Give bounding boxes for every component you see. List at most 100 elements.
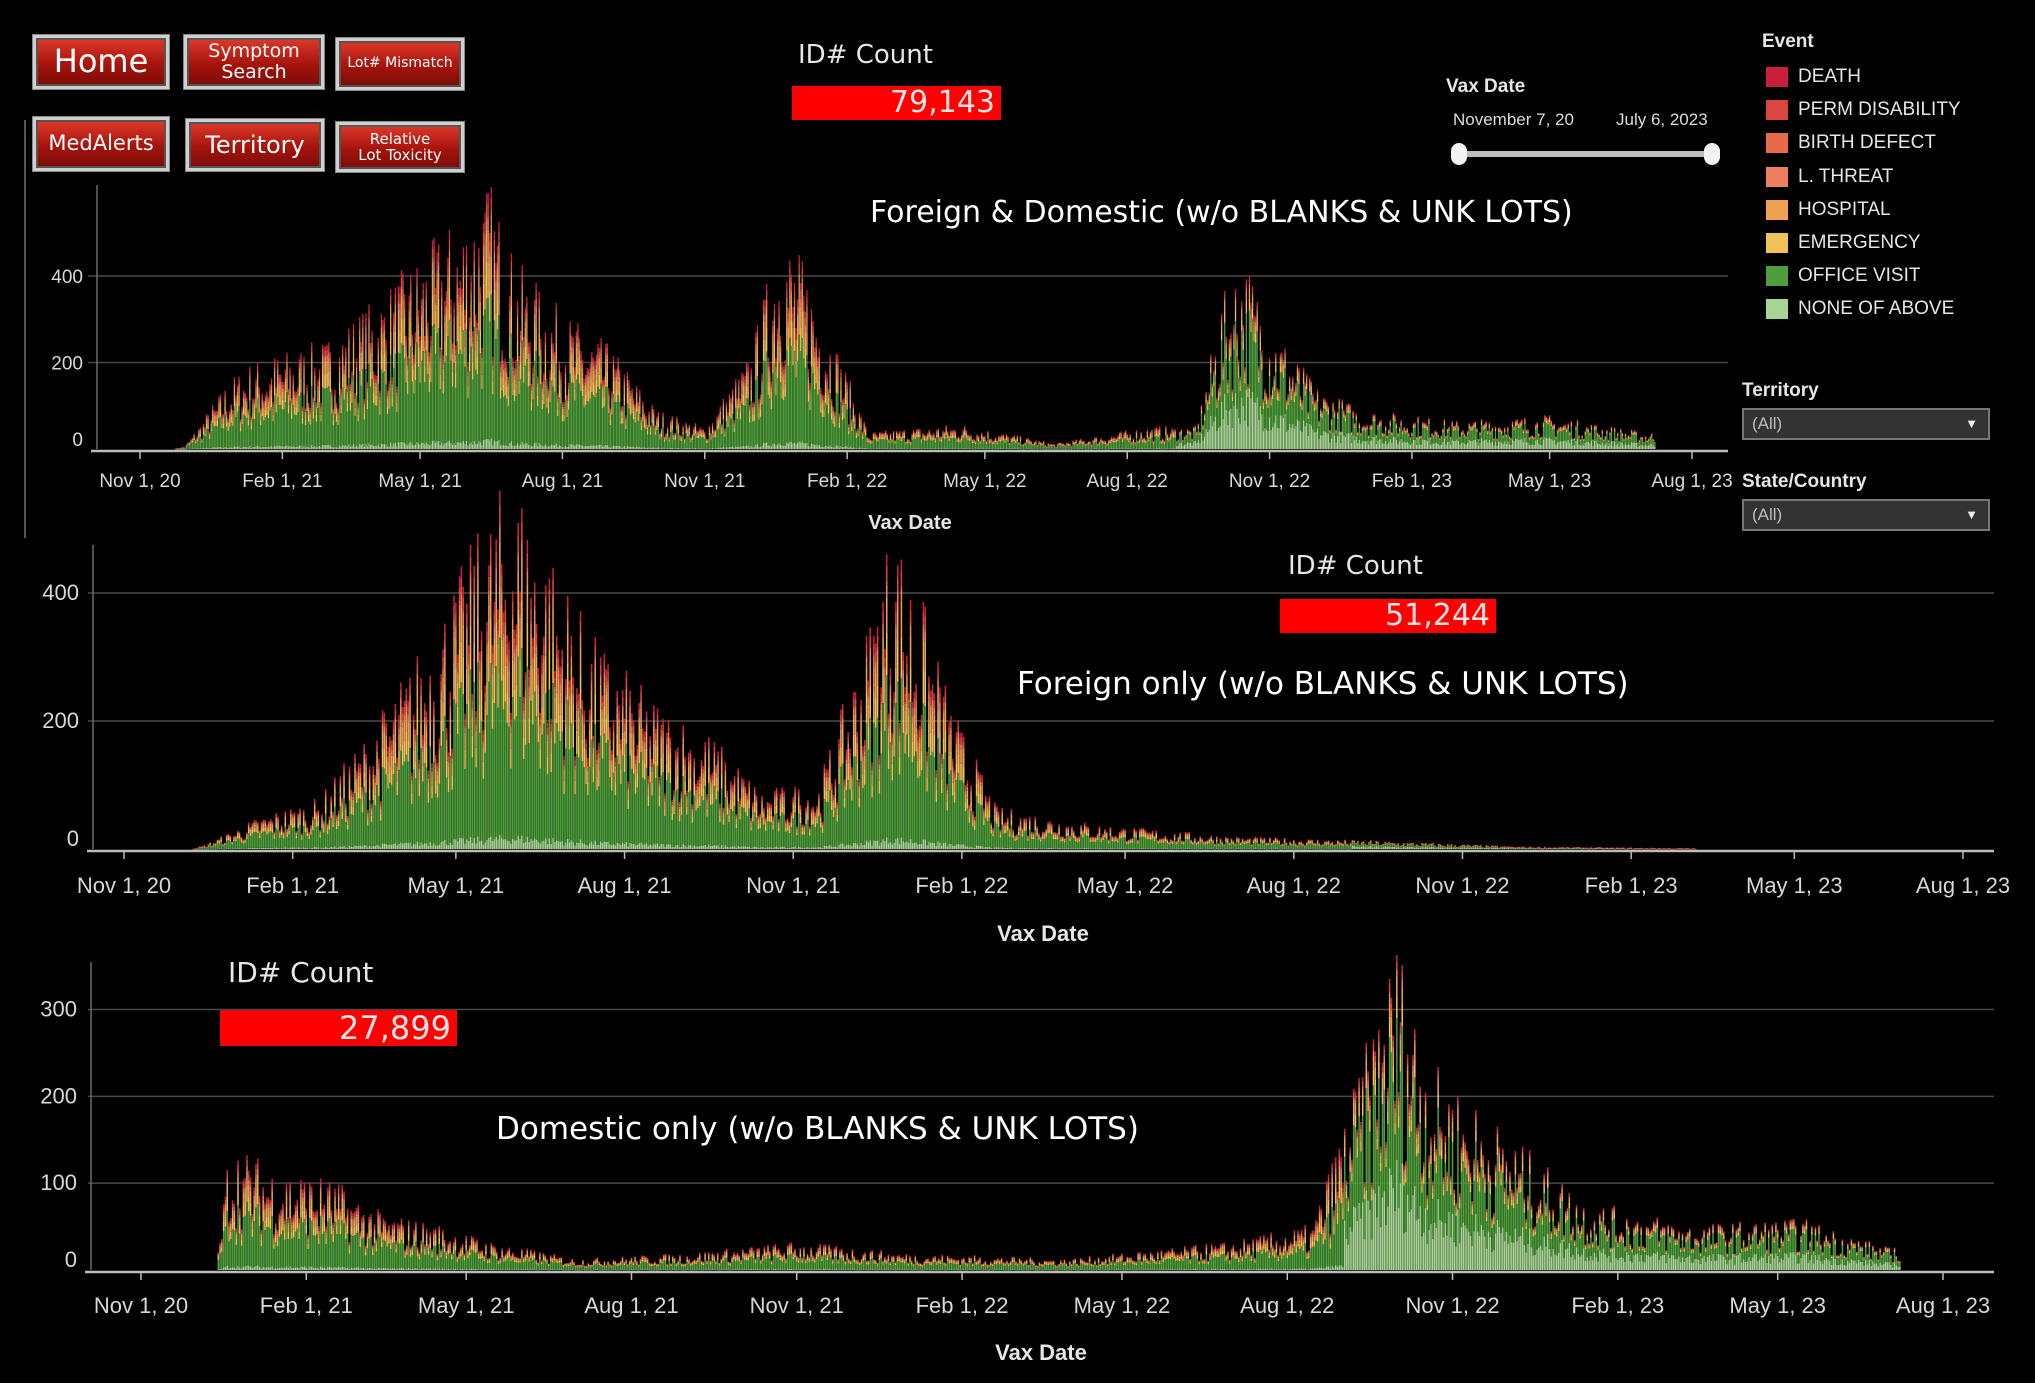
bar-segment-none-of-above	[872, 448, 875, 449]
bar-segment-emergency	[883, 437, 885, 440]
bar-segment-hospital	[201, 439, 203, 442]
bar-segment-hospital	[326, 360, 328, 373]
bar-segment-birth-defect	[902, 432, 904, 434]
legend-item[interactable]: L. THREAT	[1766, 165, 1893, 189]
bar-segment-hospital	[425, 305, 427, 327]
bar-segment-none-of-above	[705, 448, 707, 450]
bar-segment-birth-defect	[589, 371, 591, 373]
bar-segment-birth-defect	[436, 269, 438, 273]
bar-segment-emergency	[1021, 445, 1023, 447]
bar-segment-death	[770, 381, 772, 385]
bar-segment-none-of-above	[979, 448, 981, 450]
bar-segment-death	[809, 382, 811, 386]
vax-date-slider-handle-end[interactable]	[1704, 143, 1720, 165]
bar-segment-hospital	[622, 411, 624, 418]
legend-item[interactable]: EMERGENCY	[1766, 231, 1920, 255]
bar-segment-perm-disability	[713, 430, 715, 432]
bar-segment-death	[1123, 432, 1125, 434]
bar-segment-hospital	[407, 369, 409, 381]
bar-segment-birth-defect	[699, 429, 701, 431]
symptom-search-button[interactable]: Symptom Search	[184, 35, 324, 89]
bar-segment-none-of-above	[205, 447, 208, 449]
bar-segment-emergency	[1056, 445, 1059, 446]
bar-segment-office-visit	[212, 423, 214, 448]
bar-segment-l-threat	[524, 322, 526, 328]
bar-segment-death	[840, 369, 842, 373]
bar-segment-office-visit	[343, 399, 345, 446]
lot-mismatch-button[interactable]: Lot# Mismatch	[336, 38, 464, 90]
bar-segment-birth-defect	[634, 408, 636, 410]
legend-item[interactable]: OFFICE VISIT	[1766, 264, 1920, 288]
bar-segment-hospital	[823, 402, 825, 410]
bar-segment-office-visit	[581, 396, 584, 446]
bar-segment-death	[595, 354, 598, 359]
bar-segment-emergency	[965, 435, 967, 438]
bar-segment-birth-defect	[1097, 444, 1099, 445]
bar-segment-perm-disability	[991, 441, 994, 442]
bar-segment-none-of-above	[273, 445, 276, 449]
bar-segment-death	[974, 440, 977, 442]
bar-segment-perm-disability	[236, 388, 239, 392]
bar-segment-office-visit	[1117, 441, 1119, 449]
bar-segment-emergency	[978, 439, 980, 442]
legend-item[interactable]: HOSPITAL	[1766, 198, 1891, 222]
bar-segment-l-threat	[577, 336, 579, 342]
bar-segment-death	[543, 373, 545, 377]
vax-date-slider-track[interactable]	[1458, 151, 1714, 157]
bar-segment-hospital	[298, 372, 301, 384]
bar-segment-office-visit	[866, 441, 868, 449]
bar-segment-death	[591, 352, 593, 357]
territory-dropdown[interactable]: (All) ▼	[1742, 408, 1990, 440]
medalerts-button[interactable]: MedAlerts	[33, 117, 169, 171]
bar-segment-birth-defect	[988, 439, 991, 441]
bar-segment-l-threat	[1120, 433, 1122, 434]
bar-segment-perm-disability	[611, 393, 613, 397]
legend-item[interactable]: NONE OF ABOVE	[1766, 297, 1954, 321]
bar-segment-perm-disability	[817, 360, 819, 366]
relative-lot-toxicity-button[interactable]: Relative Lot Toxicity	[336, 122, 464, 172]
home-button[interactable]: Home	[33, 35, 169, 89]
bar-segment-office-visit	[410, 346, 412, 443]
bar-segment-hospital	[193, 435, 195, 438]
bar-segment-none-of-above	[550, 444, 553, 449]
bar-segment-death	[434, 287, 437, 295]
bar-segment-l-threat	[820, 393, 822, 397]
bar-segment-hospital	[555, 323, 557, 342]
bar-segment-death	[657, 411, 660, 414]
bar-segment-l-threat	[730, 402, 732, 406]
bar-segment-emergency	[752, 414, 754, 422]
bar-segment-perm-disability	[272, 404, 274, 407]
legend-item[interactable]: PERM DISABILITY	[1766, 98, 1961, 122]
bar-segment-emergency	[481, 374, 483, 390]
bar-segment-birth-defect	[493, 250, 496, 254]
bar-segment-hospital	[860, 421, 862, 426]
bar-segment-perm-disability	[1038, 441, 1040, 442]
territory-button[interactable]: Territory	[186, 119, 324, 171]
bar-segment-l-threat	[386, 396, 389, 399]
vax-date-slider-handle-start[interactable]	[1451, 143, 1467, 165]
bar-segment-hospital	[1010, 439, 1012, 441]
bar-segment-birth-defect	[860, 419, 862, 420]
legend-item[interactable]: BIRTH DEFECT	[1766, 131, 1936, 155]
bar-segment-emergency	[1013, 439, 1015, 442]
bar-segment-hospital	[690, 438, 692, 441]
bar-segment-emergency	[311, 370, 313, 386]
legend-item[interactable]: DEATH	[1766, 65, 1861, 89]
bar-segment-hospital	[697, 433, 700, 436]
bar-segment-office-visit	[499, 398, 502, 446]
state-country-dropdown[interactable]: (All) ▼	[1742, 499, 1990, 531]
bar-segment-hospital	[609, 414, 612, 420]
bar-segment-l-threat	[563, 406, 565, 409]
bar-segment-emergency	[258, 403, 260, 413]
bar-segment-death	[615, 369, 618, 373]
bar-segment-none-of-above	[1030, 448, 1032, 450]
bar-segment-emergency	[995, 440, 997, 443]
bar-segment-office-visit	[971, 443, 974, 449]
bar-segment-birth-defect	[1035, 441, 1037, 442]
bar-segment-office-visit	[501, 390, 503, 446]
bar-segment-l-threat	[554, 361, 556, 366]
bar-segment-emergency	[699, 433, 701, 437]
bar-segment-birth-defect	[1024, 443, 1026, 444]
bar-segment-office-visit	[829, 393, 831, 446]
bar-segment-death	[964, 425, 966, 427]
